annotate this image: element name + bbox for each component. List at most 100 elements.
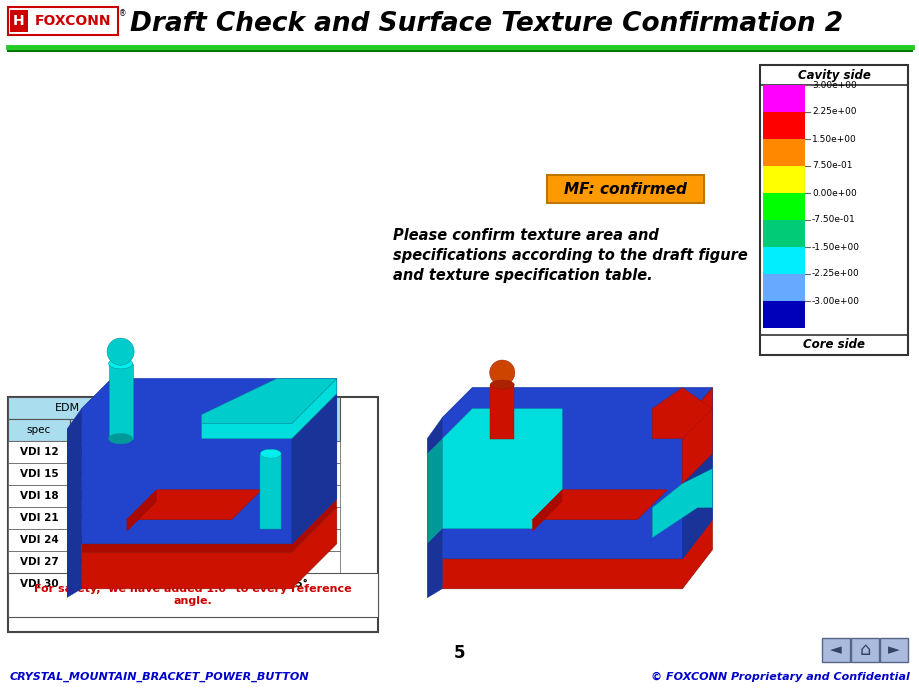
Text: 0.0004: 0.0004 (203, 469, 244, 479)
Text: 4°: 4° (289, 557, 302, 567)
Bar (252, 573, 340, 595)
Bar (850, 638, 878, 662)
Text: Mold Tech: Mold Tech (162, 403, 217, 413)
Bar (8, 485, 70, 507)
Polygon shape (201, 379, 336, 424)
Bar (762, 139, 804, 166)
Circle shape (107, 338, 134, 365)
Text: MF: confirmed: MF: confirmed (563, 181, 686, 197)
Bar (8, 441, 70, 463)
Polygon shape (127, 490, 261, 520)
Bar (8, 573, 378, 617)
Bar (195, 573, 252, 595)
Ellipse shape (490, 380, 514, 389)
Polygon shape (82, 499, 336, 553)
Text: -7.50e-01: -7.50e-01 (811, 215, 855, 224)
Text: MT-11010: MT-11010 (132, 491, 189, 501)
Bar (762, 274, 804, 301)
Bar (195, 463, 252, 485)
Bar (762, 220, 804, 247)
Polygon shape (652, 469, 711, 538)
Bar (8, 551, 70, 573)
Text: Cavity side: Cavity side (797, 68, 869, 81)
Text: MT-11030: MT-11030 (132, 557, 189, 567)
Text: Depth
(Inch): Depth (Inch) (208, 420, 239, 441)
Bar (195, 529, 252, 551)
Polygon shape (442, 408, 562, 529)
Bar (762, 112, 804, 139)
Polygon shape (682, 388, 711, 559)
Text: 0.001: 0.001 (207, 491, 240, 501)
Polygon shape (442, 388, 711, 559)
Text: -3.00e+00: -3.00e+00 (811, 297, 859, 306)
Bar (195, 485, 252, 507)
Bar (127, 441, 195, 463)
Polygon shape (82, 379, 336, 544)
Bar (8, 463, 70, 485)
Polygon shape (532, 490, 562, 532)
Text: © FOXCONN Proprietary and Confidential: © FOXCONN Proprietary and Confidential (651, 672, 909, 682)
Text: 7.50e-01: 7.50e-01 (811, 161, 852, 170)
Text: 0.0016: 0.0016 (78, 535, 119, 545)
Text: VDI 30: VDI 30 (19, 579, 58, 589)
Text: VDI 12: VDI 12 (19, 447, 58, 457)
Bar (252, 485, 340, 507)
Text: 0.0004: 0.0004 (78, 447, 119, 457)
Bar (252, 397, 340, 441)
Bar (70, 419, 127, 441)
Bar (70, 441, 127, 463)
Text: ►: ► (887, 642, 899, 658)
Text: VDI 18: VDI 18 (19, 491, 58, 501)
Bar (879, 638, 907, 662)
Text: 0.00112: 0.00112 (74, 513, 122, 523)
Text: spec: spec (149, 425, 173, 435)
Bar (70, 573, 127, 595)
Bar (127, 507, 195, 529)
Bar (8, 507, 70, 529)
Polygon shape (291, 379, 336, 544)
Bar (762, 85, 804, 112)
Text: 3.5°: 3.5° (284, 535, 308, 545)
Ellipse shape (260, 449, 281, 458)
Text: 0.00224: 0.00224 (74, 557, 122, 567)
Polygon shape (66, 408, 82, 598)
Bar (762, 301, 804, 328)
Bar (195, 507, 252, 529)
Text: For safety,  we have added 1.0° to every reference
angle.: For safety, we have added 1.0° to every … (34, 584, 351, 606)
Polygon shape (532, 490, 666, 520)
Bar (759, 65, 907, 85)
Polygon shape (682, 388, 711, 484)
Text: VDI 24: VDI 24 (19, 535, 58, 545)
Text: 0.0015: 0.0015 (203, 535, 244, 545)
Text: 0.00315: 0.00315 (74, 579, 122, 589)
Text: VDI 27: VDI 27 (19, 557, 58, 567)
Bar (252, 441, 340, 463)
Bar (821, 638, 849, 662)
FancyBboxPatch shape (8, 7, 118, 35)
Text: spec: spec (27, 425, 51, 435)
Text: 2.25e+00: 2.25e+00 (811, 108, 856, 117)
FancyBboxPatch shape (547, 175, 703, 203)
Text: 0.0008: 0.0008 (78, 491, 119, 501)
Polygon shape (442, 520, 711, 589)
Bar (70, 529, 127, 551)
Ellipse shape (108, 358, 132, 369)
Polygon shape (201, 379, 336, 439)
Bar (70, 551, 127, 573)
Bar (252, 463, 340, 485)
Bar (759, 335, 907, 355)
Text: CRYSTAL_MOUNTAIN_BRACKET_POWER_BUTTON: CRYSTAL_MOUNTAIN_BRACKET_POWER_BUTTON (10, 672, 310, 682)
Text: 3.00e+00: 3.00e+00 (811, 81, 856, 90)
Bar (127, 397, 252, 419)
Text: Ra
(mm): Ra (mm) (85, 420, 112, 441)
Text: -2.25e+00: -2.25e+00 (811, 270, 859, 279)
Text: ®: ® (119, 9, 127, 18)
Text: 1.5°: 1.5° (284, 447, 308, 457)
Text: ⌂: ⌂ (858, 641, 869, 659)
Text: 3°: 3° (289, 513, 301, 523)
Bar (252, 507, 340, 529)
Ellipse shape (108, 433, 132, 444)
Bar (8, 419, 70, 441)
Bar (762, 247, 804, 274)
Polygon shape (426, 417, 442, 598)
